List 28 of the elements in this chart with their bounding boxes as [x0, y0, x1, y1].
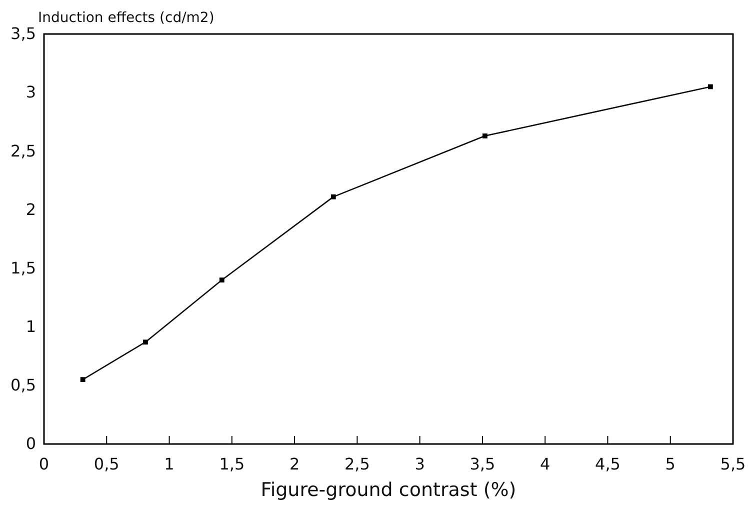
point [708, 84, 713, 90]
y-tick-label: 0,5 [10, 376, 36, 395]
x-tick-label: 0 [38, 454, 50, 474]
y-tick-label: 0 [26, 434, 36, 454]
y-tick-label: 3 [26, 82, 36, 102]
y-tick-label: 2 [26, 200, 36, 219]
x-tick-label: 1,5 [219, 454, 245, 474]
y-tick-label: 1 [26, 316, 36, 336]
x-tick-label: 4,5 [595, 454, 620, 474]
point [330, 194, 336, 200]
x-tick-label: 4 [540, 454, 550, 474]
point [143, 340, 148, 345]
x-tick-label: 2,5 [344, 454, 370, 474]
x-tick-label: 3 [414, 454, 425, 474]
x-axis-title: Figure-ground contrast (%) [260, 479, 516, 501]
point [482, 133, 488, 138]
y-axis-title: Induction effects (cd/m2) [38, 10, 214, 26]
x-tick-label: 2 [289, 454, 300, 474]
x-tick-label: 5 [665, 454, 676, 474]
y-tick-label: 2,5 [10, 141, 36, 160]
x-tick-label: 5,5 [720, 454, 746, 474]
point [219, 278, 224, 282]
x-tick-label: 0,5 [94, 454, 120, 474]
y-tick-label: 3,5 [10, 24, 36, 44]
x-tick-label: 3,5 [470, 454, 496, 474]
y-tick-label: 1,5 [10, 258, 36, 278]
point [80, 377, 86, 382]
x-tick-label: 1 [164, 454, 174, 474]
